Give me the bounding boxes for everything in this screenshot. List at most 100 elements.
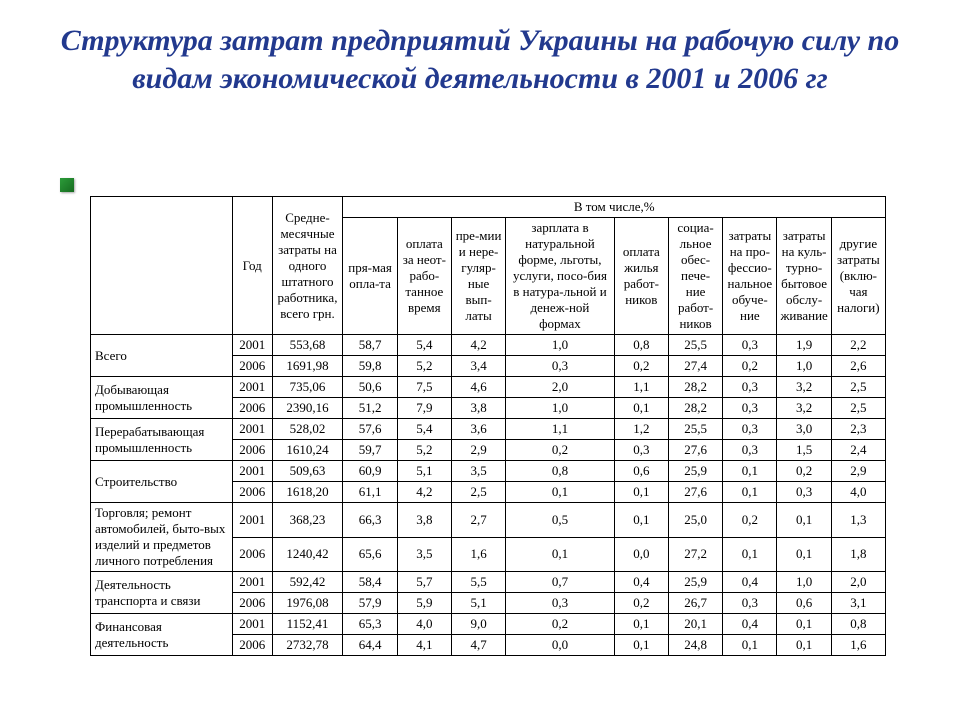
cell-value: 0,1 <box>723 461 777 482</box>
cell-value: 1,0 <box>777 356 831 377</box>
cell-value: 0,1 <box>723 635 777 656</box>
cell-value: 0,1 <box>777 635 831 656</box>
cell-value: 65,6 <box>343 537 397 572</box>
cell-value: 0,4 <box>614 572 668 593</box>
cell-year: 2001 <box>232 377 272 398</box>
cell-value: 27,6 <box>668 482 722 503</box>
cell-value: 0,3 <box>723 419 777 440</box>
cell-value: 28,2 <box>668 377 722 398</box>
cell-year: 2001 <box>232 503 272 538</box>
cell-value: 1,2 <box>614 419 668 440</box>
cell-year: 2006 <box>232 482 272 503</box>
cell-value: 2,0 <box>506 377 615 398</box>
cell-value: 2,4 <box>831 440 885 461</box>
cell-value: 0,6 <box>614 461 668 482</box>
header-c3: пре-мии и нере-гуляр-ные вып-латы <box>451 218 505 335</box>
cell-year: 2006 <box>232 537 272 572</box>
cell-value: 4,0 <box>397 614 451 635</box>
cell-value: 0,1 <box>614 398 668 419</box>
cell-year: 2006 <box>232 356 272 377</box>
cell-value: 2390,16 <box>272 398 343 419</box>
cell-value: 0,3 <box>723 440 777 461</box>
cell-value: 0,0 <box>506 635 615 656</box>
row-label: Всего <box>91 335 233 377</box>
cell-value: 61,1 <box>343 482 397 503</box>
cell-year: 2006 <box>232 635 272 656</box>
cell-value: 65,3 <box>343 614 397 635</box>
cell-value: 4,6 <box>451 377 505 398</box>
cell-value: 3,2 <box>777 377 831 398</box>
data-table: Год Средне-месячные затраты на одного шт… <box>90 196 886 656</box>
cell-value: 0,3 <box>506 356 615 377</box>
cell-value: 1,8 <box>831 537 885 572</box>
cell-value: 1,1 <box>506 419 615 440</box>
cell-value: 0,2 <box>614 356 668 377</box>
cell-year: 2001 <box>232 335 272 356</box>
cell-value: 0,3 <box>723 593 777 614</box>
cell-value: 3,8 <box>397 503 451 538</box>
header-c9: другие затраты (вклю-чая налоги) <box>831 218 885 335</box>
cell-value: 1610,24 <box>272 440 343 461</box>
cell-value: 2,3 <box>831 419 885 440</box>
cell-value: 0,8 <box>506 461 615 482</box>
cell-value: 0,3 <box>614 440 668 461</box>
cell-value: 0,1 <box>614 503 668 538</box>
cell-value: 58,4 <box>343 572 397 593</box>
cell-value: 59,7 <box>343 440 397 461</box>
cell-value: 3,5 <box>451 461 505 482</box>
cell-value: 1,0 <box>506 335 615 356</box>
cell-value: 5,9 <box>397 593 451 614</box>
cell-value: 5,2 <box>397 440 451 461</box>
table-header: Год Средне-месячные затраты на одного шт… <box>91 197 886 335</box>
cell-value: 528,02 <box>272 419 343 440</box>
cell-year: 2001 <box>232 461 272 482</box>
cell-value: 2,0 <box>831 572 885 593</box>
cell-value: 0,1 <box>777 537 831 572</box>
cell-value: 0,1 <box>777 614 831 635</box>
cell-value: 0,8 <box>831 614 885 635</box>
cell-value: 27,6 <box>668 440 722 461</box>
cell-year: 2006 <box>232 398 272 419</box>
cell-value: 1,1 <box>614 377 668 398</box>
row-label: Строительство <box>91 461 233 503</box>
cell-value: 0,1 <box>614 482 668 503</box>
cell-value: 50,6 <box>343 377 397 398</box>
cell-value: 2,5 <box>831 377 885 398</box>
header-avgcost: Средне-месячные затраты на одного штатно… <box>272 197 343 335</box>
row-label: Торговля; ремонт автомобилей, быто-вых и… <box>91 503 233 572</box>
cell-value: 4,7 <box>451 635 505 656</box>
cell-value: 0,3 <box>723 377 777 398</box>
cell-value: 0,2 <box>614 593 668 614</box>
cell-value: 25,0 <box>668 503 722 538</box>
cell-value: 9,0 <box>451 614 505 635</box>
cell-value: 0,2 <box>506 614 615 635</box>
cell-value: 368,23 <box>272 503 343 538</box>
cell-value: 1,6 <box>831 635 885 656</box>
cell-value: 3,5 <box>397 537 451 572</box>
cell-value: 592,42 <box>272 572 343 593</box>
cell-value: 0,2 <box>723 356 777 377</box>
cell-value: 24,8 <box>668 635 722 656</box>
cell-value: 4,1 <box>397 635 451 656</box>
cell-value: 1691,98 <box>272 356 343 377</box>
table-row: Деятельность транспорта и связи2001592,4… <box>91 572 886 593</box>
cell-value: 5,7 <box>397 572 451 593</box>
cell-value: 7,5 <box>397 377 451 398</box>
cell-year: 2001 <box>232 572 272 593</box>
cell-value: 1,5 <box>777 440 831 461</box>
header-c7: затраты на про-фессио-нальное обуче-ние <box>723 218 777 335</box>
cell-value: 2,9 <box>831 461 885 482</box>
cell-value: 1,6 <box>451 537 505 572</box>
cell-value: 2,5 <box>831 398 885 419</box>
cell-value: 4,0 <box>831 482 885 503</box>
bullet-icon <box>60 178 74 192</box>
cell-value: 25,5 <box>668 419 722 440</box>
cell-value: 3,1 <box>831 593 885 614</box>
cell-value: 0,2 <box>777 461 831 482</box>
cell-value: 0,3 <box>723 398 777 419</box>
cell-value: 5,2 <box>397 356 451 377</box>
cell-value: 0,0 <box>614 537 668 572</box>
cell-value: 0,1 <box>723 482 777 503</box>
header-c1: пря-мая опла-та <box>343 218 397 335</box>
cell-value: 3,2 <box>777 398 831 419</box>
